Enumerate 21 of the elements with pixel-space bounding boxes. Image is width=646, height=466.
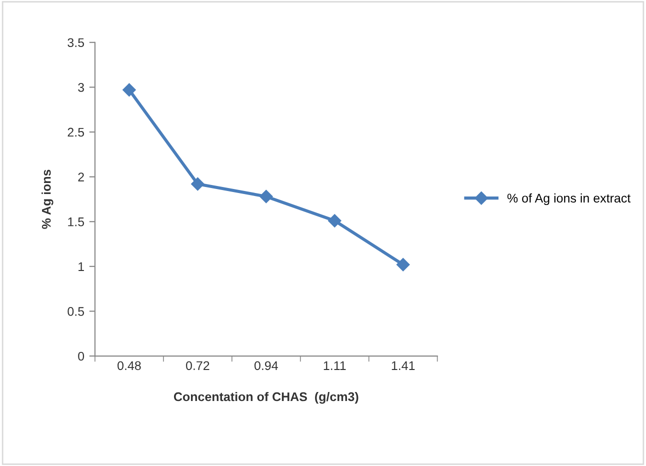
y-tick-label: 1 bbox=[78, 262, 84, 271]
y-tick-label: 2 bbox=[78, 172, 84, 182]
x-tick-label: 0.94 bbox=[254, 361, 278, 370]
point bbox=[328, 214, 342, 228]
x-tick-label: 1.41 bbox=[392, 361, 415, 370]
y-tick-label: 3 bbox=[78, 83, 84, 92]
legend-label: % of Ag ions in extract bbox=[507, 193, 631, 206]
x-tick-label: 0.48 bbox=[118, 361, 141, 370]
y-tick-label: 1.5 bbox=[68, 218, 84, 226]
x-tick-label: 0.72 bbox=[186, 361, 210, 370]
y-tick-label: 2.5 bbox=[68, 128, 84, 137]
y-axis-title: % Ag ions bbox=[42, 170, 54, 229]
point bbox=[122, 83, 136, 96]
y-tick-label: 0 bbox=[78, 352, 84, 361]
x-axis-title: Concentation of CHAS (g/cm3) bbox=[174, 392, 358, 404]
y-tick-label: 0.5 bbox=[68, 307, 84, 316]
x-tick-label: 1.11 bbox=[324, 361, 346, 370]
y-tick-label: 3.5 bbox=[68, 38, 84, 48]
point bbox=[260, 190, 273, 204]
point bbox=[191, 177, 204, 191]
point bbox=[396, 258, 410, 272]
